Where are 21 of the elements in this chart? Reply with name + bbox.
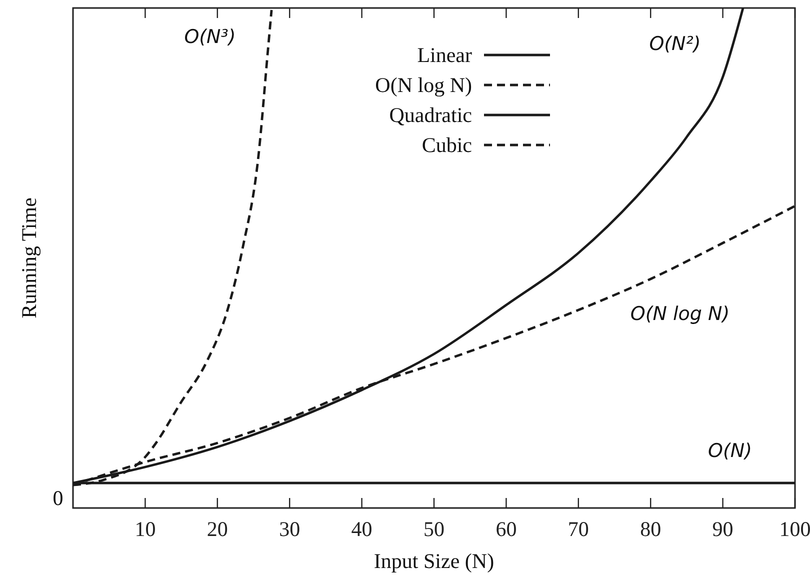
annotation: O(N log N) bbox=[630, 303, 730, 326]
annotation: O(N) bbox=[708, 440, 752, 462]
legend-label: Cubic bbox=[422, 133, 472, 157]
x-tick-label: 80 bbox=[640, 517, 662, 541]
x-tick-label: 40 bbox=[351, 517, 372, 541]
legend-label: O(N log N) bbox=[375, 73, 472, 97]
text: 0 bbox=[52, 486, 64, 510]
x-tick-label: 50 bbox=[424, 517, 444, 541]
x-axis-title: Input Size (N) bbox=[374, 549, 494, 573]
x-tick-label: 60 bbox=[496, 517, 517, 541]
legend-label: Linear bbox=[417, 43, 472, 67]
x-tick-label: 10 bbox=[134, 517, 156, 541]
annotation: O(N²) bbox=[649, 33, 701, 56]
x-tick-label: 70 bbox=[568, 517, 589, 541]
x-tick-label: 30 bbox=[279, 517, 300, 541]
x-tick-label: 100 bbox=[779, 517, 810, 541]
legend-label: Quadratic bbox=[389, 103, 472, 127]
x-tick-label: 90 bbox=[712, 517, 734, 541]
x-tick-label: 20 bbox=[206, 517, 228, 541]
y-axis-title: Running Time bbox=[17, 198, 41, 318]
annotation: O(N³) bbox=[184, 26, 236, 48]
